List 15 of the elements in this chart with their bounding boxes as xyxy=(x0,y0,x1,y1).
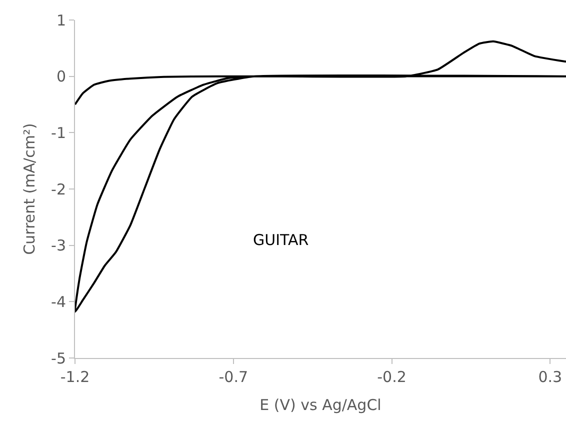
y-tick-label: -2 xyxy=(51,180,66,198)
y-tick-label: -1 xyxy=(51,124,66,142)
y-axis-title: Current (mA/cm²) xyxy=(20,123,38,255)
x-tick-label: -1.2 xyxy=(60,368,90,386)
annotation: GUITAR xyxy=(253,231,309,249)
x-tick-label: -0.2 xyxy=(377,368,406,386)
x-tick-label: -0.7 xyxy=(218,368,248,386)
x-tick-label: 0.3 xyxy=(538,368,562,386)
y-tick-label: -3 xyxy=(51,236,66,255)
y-tick-label: -4 xyxy=(51,292,66,311)
y-tick-label: 0 xyxy=(56,68,66,86)
line-series xyxy=(75,40,566,313)
y-tick-label: 1 xyxy=(56,11,66,30)
y-tick-label: -5 xyxy=(51,349,66,368)
x-axis-title: E (V) vs Ag/AgCl xyxy=(260,396,382,414)
